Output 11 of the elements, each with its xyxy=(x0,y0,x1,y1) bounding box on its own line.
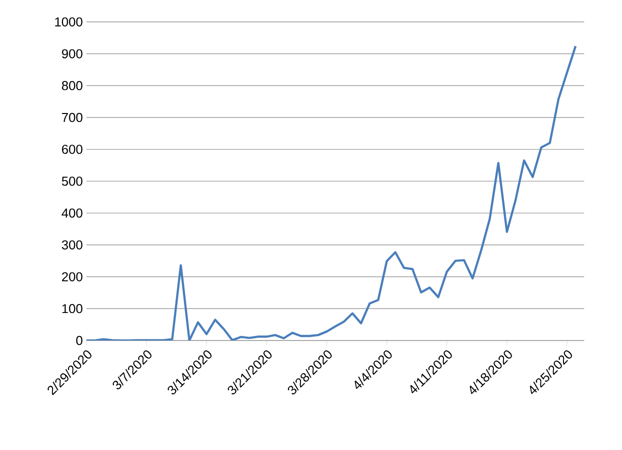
y-tick-label: 400 xyxy=(62,208,82,218)
y-tick-label: 900 xyxy=(62,49,82,58)
y-tick-label: 1000 xyxy=(55,17,82,26)
y-tick-label: 700 xyxy=(62,112,82,122)
y-tick-label: 300 xyxy=(62,240,82,250)
y-tick-label: 600 xyxy=(62,144,82,154)
y-tick-label: 0 xyxy=(76,336,82,346)
y-tick-label: 500 xyxy=(62,176,82,186)
y-tick-label: 200 xyxy=(62,272,82,282)
y-tick-label: 100 xyxy=(62,304,82,314)
y-tick-label: 800 xyxy=(62,81,82,90)
